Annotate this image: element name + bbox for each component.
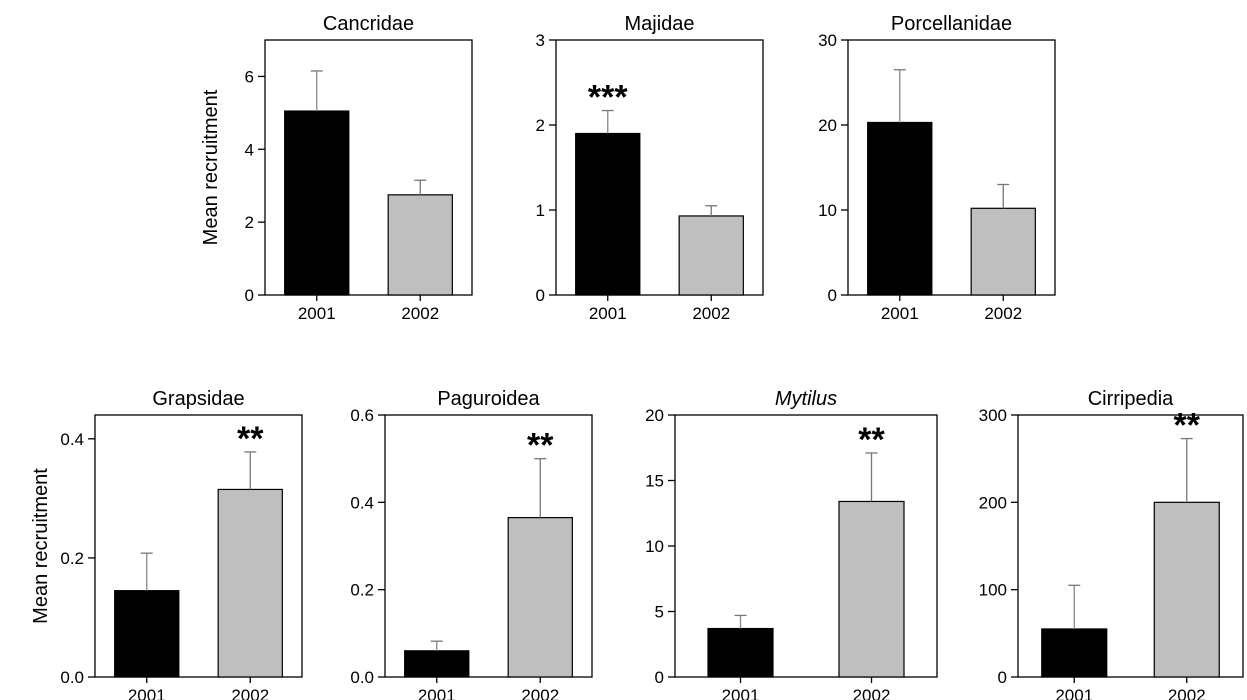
y-tick-label: 0	[998, 668, 1007, 687]
panel-title: Grapsidae	[152, 388, 244, 410]
plot-frame	[384, 414, 593, 678]
bar-2002	[217, 488, 283, 678]
panel-paguroidea: Paguroidea 0.0 0.2 0.4 0.6 2001 2002 **	[350, 388, 593, 700]
bar-2001	[867, 121, 933, 296]
plot-frame	[1017, 414, 1244, 678]
y-axis-label: Mean recruitment	[200, 89, 222, 245]
y-tick-label: 15	[645, 472, 664, 491]
x-tick-label: 2001	[298, 304, 336, 323]
significance-marker: ***	[588, 79, 628, 117]
y-tick-label: 0.0	[350, 668, 374, 687]
plot-frame	[94, 414, 303, 678]
x-tick-label: 2002	[984, 304, 1022, 323]
y-tick-label: 0	[828, 286, 837, 305]
x-tick-label: 2001	[418, 686, 456, 700]
bar-2001	[114, 590, 180, 678]
bar-2002	[507, 517, 573, 678]
y-tick-label: 10	[645, 537, 664, 556]
significance-marker: **	[237, 420, 264, 458]
x-tick-label: 2001	[1055, 686, 1093, 700]
plot-frame	[264, 39, 473, 296]
y-tick-label: 300	[979, 406, 1007, 425]
y-tick-label: 6	[245, 67, 254, 86]
bar-2002	[1153, 501, 1220, 678]
x-tick-label: 2001	[128, 686, 166, 700]
bar-2002	[678, 215, 744, 296]
bar-2002	[387, 194, 453, 296]
x-tick-label: 2002	[521, 686, 559, 700]
significance-marker: **	[858, 421, 885, 459]
bar-2001	[1041, 628, 1108, 678]
panel-porcellanidae: Porcellanidae 0 10 20 30 2001 2002	[818, 13, 1056, 323]
panel-grapsidae: Grapsidae 0.0 0.2 0.4 Mean recruitment 2001 20…	[30, 388, 303, 700]
panel-title: Cancridae	[323, 13, 414, 35]
y-tick-label: 20	[645, 406, 664, 425]
y-tick-label: 2	[536, 116, 545, 135]
panel-title: Paguroidea	[437, 388, 540, 410]
y-tick-label: 10	[818, 201, 837, 220]
y-tick-label: 0.4	[60, 430, 84, 449]
significance-marker: **	[527, 427, 554, 465]
y-tick-label: 0.2	[60, 549, 84, 568]
y-tick-label: 1	[536, 201, 545, 220]
y-axis-label: Mean recruitment	[30, 468, 52, 624]
panel-mytilus: Mytilus 0 5 10 15 20 2001 2002 **	[645, 388, 938, 700]
x-tick-label: 2001	[722, 686, 760, 700]
bar-2002	[970, 207, 1036, 296]
bar-2002	[838, 500, 905, 678]
y-tick-label: 4	[245, 140, 254, 159]
y-tick-label: 2	[245, 213, 254, 232]
bar-2001	[404, 650, 470, 678]
y-tick-label: 3	[536, 31, 545, 50]
y-tick-label: 0.2	[350, 581, 374, 600]
bar-2001	[707, 627, 774, 678]
panel-title: Porcellanidae	[891, 13, 1012, 35]
y-tick-label: 0	[536, 286, 545, 305]
significance-marker: **	[1174, 407, 1201, 445]
x-tick-label: 2002	[692, 304, 730, 323]
panel-title: Mytilus	[775, 388, 837, 410]
y-tick-label: 30	[818, 31, 837, 50]
x-tick-label: 2002	[1168, 686, 1206, 700]
y-tick-label: 20	[818, 116, 837, 135]
plot-frame	[555, 39, 764, 296]
y-tick-label: 5	[655, 603, 664, 622]
panel-cancridae: Cancridae 0 2 4 6 Mean recruitment 2001 2002	[200, 13, 473, 323]
y-tick-label: 0	[655, 668, 664, 687]
x-tick-label: 2002	[853, 686, 891, 700]
panel-title: Majidae	[624, 13, 694, 35]
panel-cirripedia: Cirripedia 0 100 200 300 2001 2002 **	[979, 388, 1244, 700]
x-tick-label: 2002	[231, 686, 269, 700]
x-tick-label: 2002	[401, 304, 439, 323]
panel-title: Cirripedia	[1088, 388, 1174, 410]
bar-2001	[284, 110, 350, 296]
y-tick-label: 0.6	[350, 406, 374, 425]
x-tick-label: 2001	[589, 304, 627, 323]
plot-frame	[847, 39, 1056, 296]
panel-majidae: Majidae 0 1 2 3 2001 *** 2002	[536, 13, 764, 323]
y-tick-label: 0	[245, 286, 254, 305]
y-tick-label: 200	[979, 493, 1007, 512]
y-tick-label: 0.4	[350, 493, 374, 512]
y-tick-label: 100	[979, 581, 1007, 600]
y-tick-label: 0.0	[60, 668, 84, 687]
x-tick-label: 2001	[881, 304, 919, 323]
bar-2001	[575, 132, 641, 296]
